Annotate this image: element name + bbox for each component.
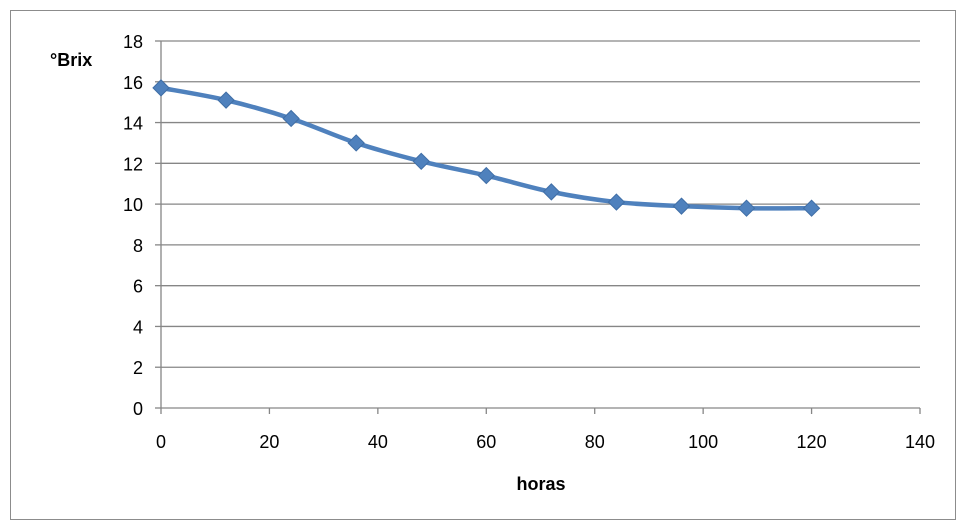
y-tick-label-2: 2 [133, 358, 143, 378]
data-point-48 [412, 152, 430, 171]
data-point-120 [802, 199, 821, 217]
y-tick-label-4: 4 [133, 317, 143, 337]
data-point-24 [282, 109, 300, 128]
y-tick-label-8: 8 [133, 236, 143, 256]
x-tick-label-140: 140 [905, 432, 935, 452]
x-tick-label-100: 100 [688, 432, 718, 452]
y-tick-label-14: 14 [123, 114, 143, 134]
data-point-96 [672, 197, 691, 215]
data-series [152, 79, 821, 217]
series-line-0 [158, 85, 814, 211]
data-point-0 [152, 79, 170, 97]
x-tick-label-40: 40 [368, 432, 388, 452]
y-tick-label-10: 10 [123, 195, 143, 215]
y-axis-title: °Brix [50, 50, 92, 70]
x-tick-label-0: 0 [156, 432, 166, 452]
gridlines [161, 40, 920, 368]
x-tick-label-80: 80 [585, 432, 605, 452]
y-tick-label-16: 16 [123, 73, 143, 93]
data-point-12 [217, 91, 235, 109]
x-tick-label-60: 60 [476, 432, 496, 452]
y-tick-label-12: 12 [123, 154, 143, 174]
tick-labels: 0 2 4 6 8 10 12 14 16 18 0 20 40 60 80 100 120 140 [123, 32, 935, 452]
axes [155, 40, 921, 414]
data-point-60 [477, 166, 495, 185]
data-point-84 [607, 193, 626, 211]
data-point-108 [737, 199, 756, 217]
x-tick-label-20: 20 [259, 432, 279, 452]
x-tick-label-120: 120 [797, 432, 827, 452]
y-tick-label-0: 0 [133, 399, 143, 419]
y-tick-label-6: 6 [133, 277, 143, 297]
chart-frame [10, 10, 956, 520]
y-tick-label-18: 18 [123, 32, 143, 52]
data-point-72 [542, 183, 561, 201]
data-point-36 [347, 134, 365, 152]
x-axis-title: horas [516, 474, 565, 494]
